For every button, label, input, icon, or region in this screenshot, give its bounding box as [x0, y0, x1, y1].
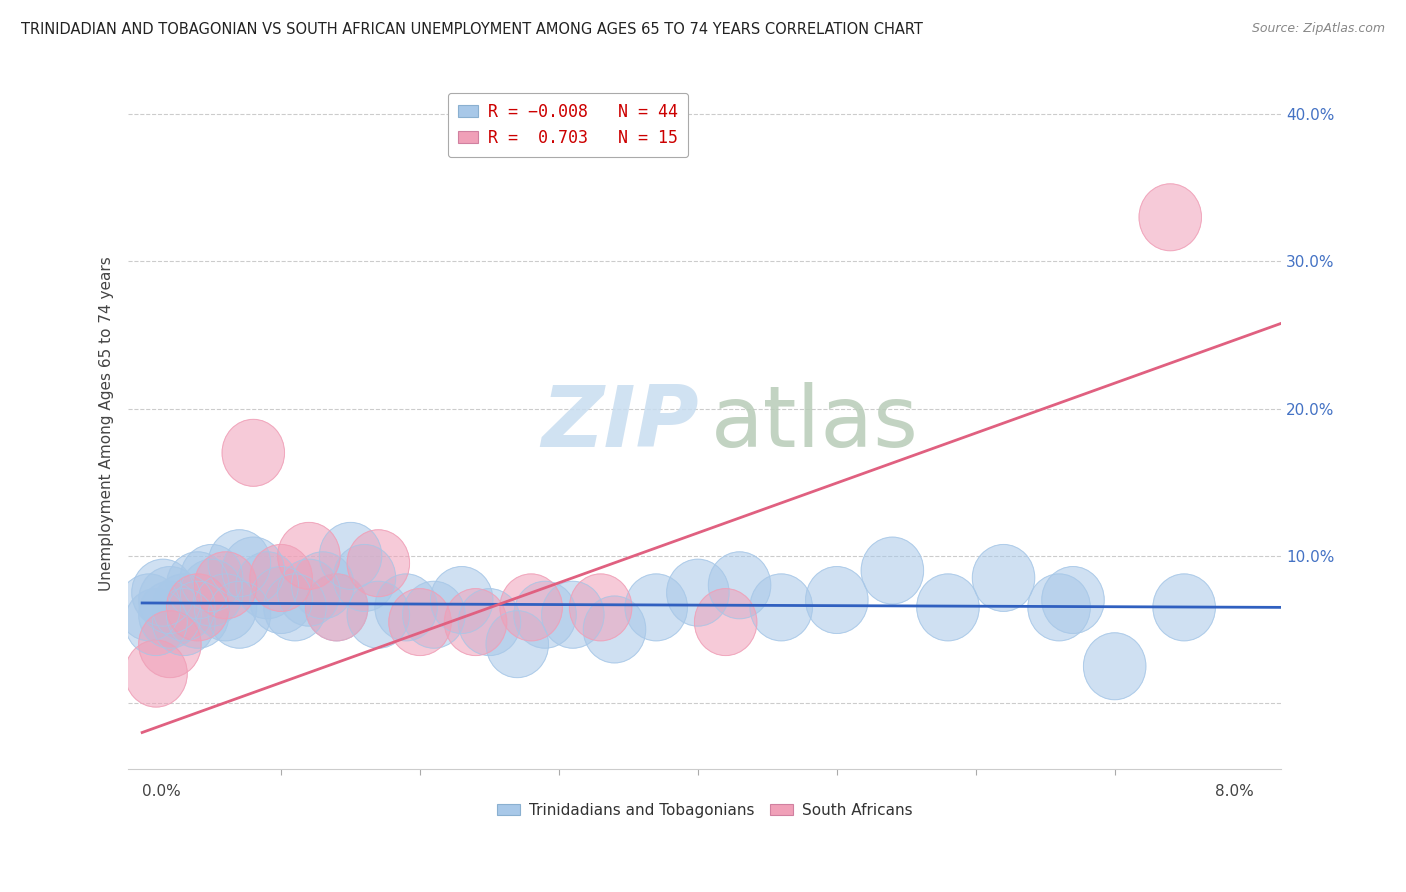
Ellipse shape	[806, 566, 868, 633]
Ellipse shape	[250, 544, 312, 611]
Ellipse shape	[347, 530, 409, 597]
Ellipse shape	[666, 559, 730, 626]
Text: Source: ZipAtlas.com: Source: ZipAtlas.com	[1251, 22, 1385, 36]
Ellipse shape	[166, 552, 229, 619]
Ellipse shape	[333, 544, 395, 611]
Legend: Trinidadians and Tobagonians, South Africans: Trinidadians and Tobagonians, South Afri…	[491, 797, 918, 824]
Ellipse shape	[139, 566, 201, 633]
Ellipse shape	[118, 574, 180, 640]
Ellipse shape	[153, 589, 215, 656]
Ellipse shape	[501, 574, 562, 640]
Ellipse shape	[458, 589, 520, 656]
Ellipse shape	[125, 589, 187, 656]
Ellipse shape	[486, 611, 548, 678]
Ellipse shape	[236, 552, 298, 619]
Y-axis label: Unemployment Among Ages 65 to 74 years: Unemployment Among Ages 65 to 74 years	[100, 256, 114, 591]
Ellipse shape	[264, 574, 326, 640]
Ellipse shape	[347, 582, 409, 648]
Ellipse shape	[291, 552, 354, 619]
Ellipse shape	[1028, 574, 1091, 640]
Ellipse shape	[388, 589, 451, 656]
Ellipse shape	[513, 582, 576, 648]
Ellipse shape	[749, 574, 813, 640]
Ellipse shape	[194, 552, 257, 619]
Ellipse shape	[180, 559, 243, 626]
Ellipse shape	[194, 574, 257, 640]
Ellipse shape	[153, 574, 215, 640]
Ellipse shape	[444, 589, 506, 656]
Ellipse shape	[1042, 566, 1104, 633]
Ellipse shape	[180, 544, 243, 611]
Ellipse shape	[277, 559, 340, 626]
Ellipse shape	[125, 640, 187, 707]
Ellipse shape	[222, 537, 284, 604]
Ellipse shape	[250, 566, 312, 633]
Ellipse shape	[305, 574, 368, 640]
Ellipse shape	[695, 589, 756, 656]
Ellipse shape	[166, 582, 229, 648]
Ellipse shape	[139, 611, 201, 678]
Ellipse shape	[917, 574, 979, 640]
Text: TRINIDADIAN AND TOBAGONIAN VS SOUTH AFRICAN UNEMPLOYMENT AMONG AGES 65 TO 74 YEA: TRINIDADIAN AND TOBAGONIAN VS SOUTH AFRI…	[21, 22, 922, 37]
Ellipse shape	[541, 582, 605, 648]
Ellipse shape	[569, 574, 631, 640]
Ellipse shape	[166, 574, 229, 640]
Ellipse shape	[305, 574, 368, 640]
Ellipse shape	[1084, 632, 1146, 699]
Ellipse shape	[208, 582, 271, 648]
Ellipse shape	[860, 537, 924, 604]
Ellipse shape	[1139, 184, 1202, 251]
Ellipse shape	[208, 530, 271, 597]
Ellipse shape	[132, 559, 194, 626]
Ellipse shape	[709, 552, 770, 619]
Ellipse shape	[222, 419, 284, 486]
Ellipse shape	[402, 582, 465, 648]
Ellipse shape	[973, 544, 1035, 611]
Ellipse shape	[1153, 574, 1215, 640]
Text: 8.0%: 8.0%	[1215, 784, 1254, 799]
Ellipse shape	[139, 582, 201, 648]
Text: 0.0%: 0.0%	[142, 784, 181, 799]
Text: atlas: atlas	[710, 382, 918, 465]
Ellipse shape	[430, 566, 494, 633]
Ellipse shape	[624, 574, 688, 640]
Text: ZIP: ZIP	[541, 382, 699, 465]
Ellipse shape	[375, 574, 437, 640]
Ellipse shape	[583, 596, 645, 663]
Ellipse shape	[277, 523, 340, 590]
Ellipse shape	[319, 523, 382, 590]
